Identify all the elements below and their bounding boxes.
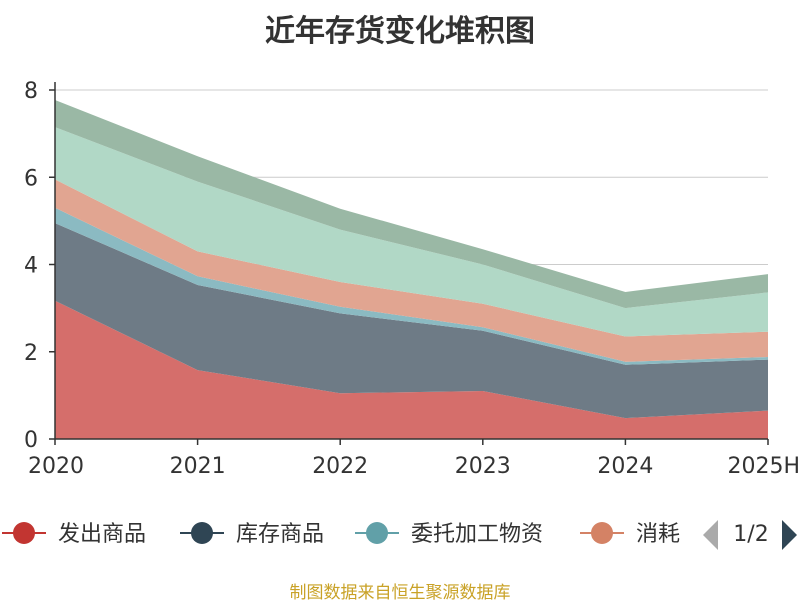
area-series-0 [55, 300, 768, 439]
y-tick-label: 6 [24, 166, 38, 191]
source-note: 制图数据来自恒生聚源数据库 [289, 583, 511, 603]
area-series-4 [55, 127, 768, 337]
legend-next-arrow-icon[interactable] [782, 520, 797, 550]
legend-marker [366, 522, 388, 544]
x-tick-label: 2021 [170, 454, 226, 479]
x-tick-label: 2022 [312, 454, 368, 479]
legend-label: 库存商品 [236, 522, 324, 547]
x-tick-label: 2024 [597, 454, 653, 479]
x-tick-label: 2025H [727, 454, 800, 479]
legend-item-0[interactable]: 发出商品 [2, 522, 146, 547]
legend-item-3[interactable]: 消耗 [580, 522, 680, 547]
y-tick-label: 4 [24, 254, 38, 279]
legend-item-2[interactable]: 委托加工物资 [355, 522, 543, 547]
legend-page-indicator: 1/2 [733, 522, 768, 547]
legend-label: 消耗 [636, 522, 680, 547]
legend-prev-arrow-icon[interactable] [703, 520, 718, 550]
legend-label: 发出商品 [58, 522, 146, 547]
axes: 0 2 4 6 8 2020 2021 2022 2023 2024 2025H [24, 79, 800, 479]
x-tick-label: 2023 [455, 454, 511, 479]
y-tick-label: 2 [24, 341, 38, 366]
legend-label: 委托加工物资 [411, 522, 543, 547]
y-tick-label: 0 [24, 428, 38, 453]
legend[interactable]: 发出商品 库存商品 委托加工物资 消耗 1/2 [2, 520, 797, 550]
area-series-layer [55, 100, 768, 439]
y-tick-label: 8 [24, 79, 38, 104]
area-series-1 [55, 223, 768, 419]
legend-marker [191, 522, 213, 544]
area-series-3 [55, 179, 768, 362]
legend-marker [13, 522, 35, 544]
chart-title: 近年存货变化堆积图 [265, 14, 535, 49]
x-tick-label: 2020 [28, 454, 84, 479]
legend-item-1[interactable]: 库存商品 [180, 522, 324, 547]
area-series-5 [55, 100, 768, 309]
legend-marker [591, 522, 613, 544]
